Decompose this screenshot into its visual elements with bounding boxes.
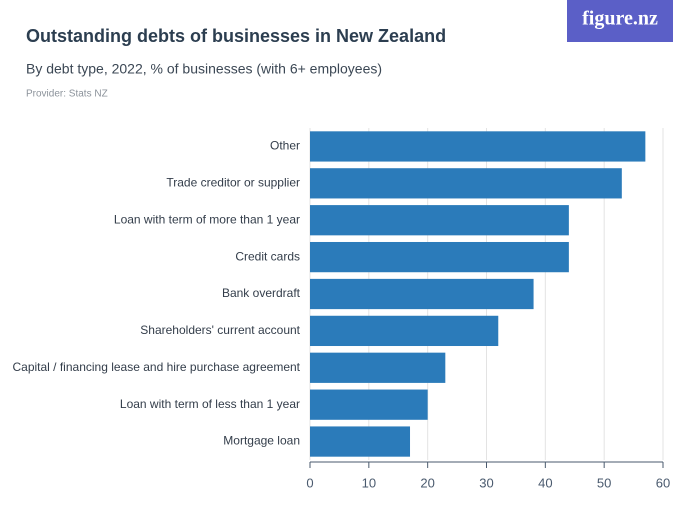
bar — [310, 131, 646, 162]
y-tick-label: Credit cards — [235, 249, 300, 263]
provider: Provider: Stats NZ — [26, 89, 108, 100]
chart-subtitle: By debt type, 2022, % of businesses (wit… — [26, 61, 382, 77]
x-tick-label: 50 — [597, 475, 611, 490]
y-tick-label: Loan with term of more than 1 year — [114, 212, 300, 226]
x-tick-label: 60 — [656, 475, 670, 490]
logo: figure.nz — [582, 8, 658, 30]
bar — [310, 168, 622, 199]
x-tick-label: 40 — [538, 475, 552, 490]
bar — [310, 352, 446, 383]
y-tick-label: Other — [270, 139, 300, 153]
x-tick-label: 20 — [420, 475, 434, 490]
bar — [310, 278, 534, 310]
bar — [310, 205, 569, 236]
y-tick-label: Trade creditor or supplier — [166, 176, 300, 190]
y-tick-label: Mortgage loan — [223, 434, 300, 448]
y-tick-label: Loan with term of less than 1 year — [120, 397, 300, 411]
bar — [310, 315, 499, 347]
x-tick-label: 10 — [362, 475, 376, 490]
bar — [310, 426, 411, 457]
y-tick-label: Capital / financing lease and hire purch… — [12, 360, 300, 374]
bar — [310, 241, 569, 273]
bar — [310, 389, 428, 420]
x-tick-label: 30 — [479, 475, 493, 490]
y-tick-label: Shareholders' current account — [140, 323, 300, 337]
chart-title: Outstanding debts of businesses in New Z… — [26, 26, 446, 46]
y-tick-label: Bank overdraft — [222, 286, 301, 300]
logo-box — [567, 0, 673, 42]
x-tick-label: 0 — [306, 475, 313, 490]
